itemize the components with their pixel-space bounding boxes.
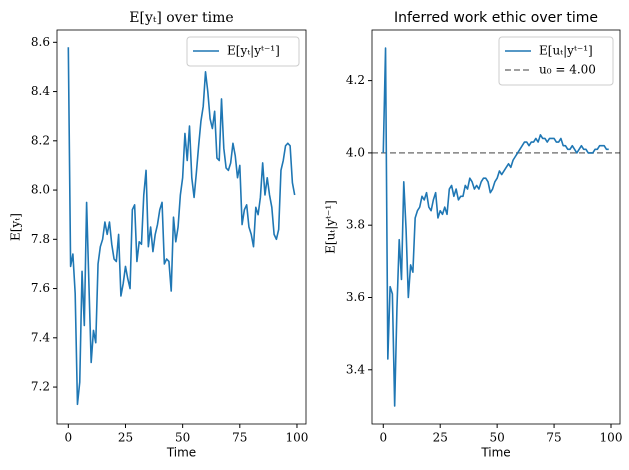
y-tick-label: 3.6 [346,290,365,304]
legend-label: u₀ = 4.00 [539,63,596,77]
y-tick-label: 4.0 [346,145,365,159]
x-axis-label: Time [166,446,196,460]
axes-frame [56,29,307,425]
y-tick-label: 8.6 [31,35,50,49]
y-tick-label: 3.8 [346,218,365,232]
y-axis-label: E[uₜ|yᵗ⁻¹] [324,200,338,254]
y-tick-label: 8.2 [31,133,50,147]
y-tick-label: 7.4 [31,330,50,344]
x-tick-label: 25 [433,431,448,445]
chart-title: Inferred work ethic over time [394,10,598,26]
x-tick-label: 100 [600,431,623,445]
y-tick-label: 8.0 [31,183,50,197]
x-tick-label: 75 [232,431,247,445]
x-tick-label: 0 [379,431,387,445]
y-tick-label: 7.6 [31,281,50,295]
legend-label: E[uₜ|yᵗ⁻¹] [539,44,593,58]
x-tick-label: 75 [546,431,561,445]
chart-title: E[yₜ] over time [129,10,233,26]
x-tick-label: 25 [118,431,133,445]
y-tick-label: 7.2 [31,380,50,394]
x-tick-label: 50 [175,431,190,445]
legend-box [186,36,300,67]
legend-box [498,36,614,86]
data-line [382,47,609,407]
y-axis-label: E[yₜ] [9,213,23,241]
y-tick-label: 7.8 [31,232,50,246]
x-tick-label: 0 [64,431,72,445]
axes-frame [371,29,621,425]
y-tick-label: 4.2 [346,73,365,87]
legend-label: E[yₜ|yᵗ⁻¹] [227,44,280,58]
data-line [67,47,296,406]
x-tick-label: 50 [489,431,504,445]
y-tick-label: 3.4 [346,362,365,376]
y-tick-label: 8.4 [31,84,50,98]
x-tick-label: 100 [286,431,309,445]
x-axis-label: Time [480,446,510,460]
